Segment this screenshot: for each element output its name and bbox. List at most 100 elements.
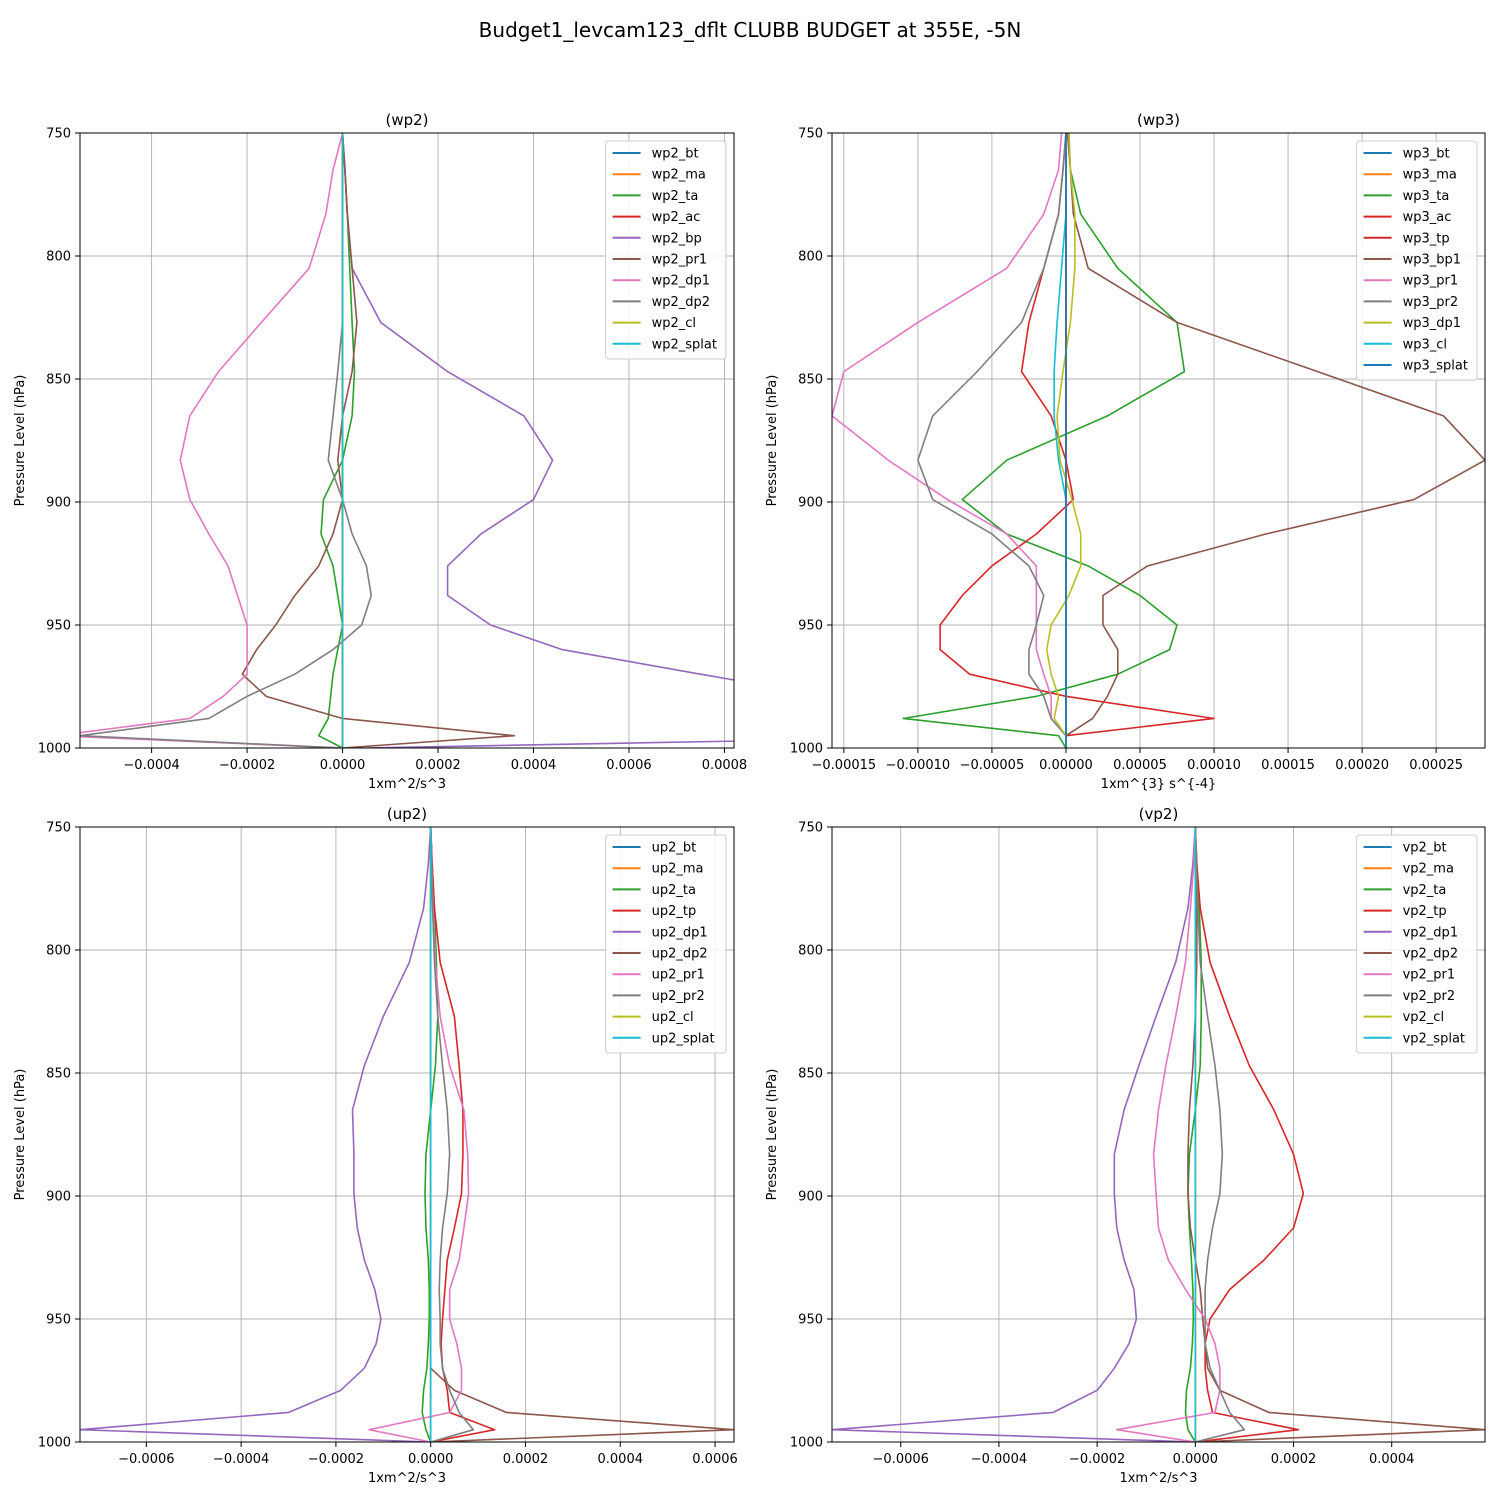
panel-title: (wp3) (1137, 111, 1180, 129)
legend-label-up2_bt: up2_bt (652, 841, 697, 856)
legend-label-wp2_ta: wp2_ta (652, 189, 699, 204)
series-line-wp3_pr2 (917, 133, 1067, 748)
x-tick-label: 0.0004 (598, 1452, 644, 1467)
series-lines (80, 827, 734, 1442)
x-tick-label: 0.00005 (1113, 758, 1167, 773)
x-axis-label: 1xm^2/s^3 (1119, 1471, 1197, 1486)
legend-label-up2_dp2: up2_dp2 (652, 947, 708, 962)
x-tick-label: −0.00015 (812, 758, 877, 773)
legend: wp3_bt wp3_ma wp3_ta wp3_ac wp3_tp wp3_bp1 wp3… (1356, 140, 1478, 381)
legend-label-wp3_ma: wp3_ma (1403, 168, 1457, 183)
y-tick-label: 850 (798, 1067, 823, 1082)
legend-label-wp3_pr1: wp3_pr1 (1403, 274, 1459, 289)
legend-label-vp2_cl: vp2_cl (1403, 1010, 1444, 1025)
y-axis-label: Pressure Level (hPa) (13, 1069, 28, 1201)
x-tick-label: −0.0002 (1069, 1452, 1125, 1467)
legend-label-vp2_ta: vp2_ta (1403, 883, 1447, 898)
legend-label-wp2_cl: wp2_cl (652, 316, 696, 331)
series-line-wp2_ta (317, 133, 356, 748)
y-tick-label: 850 (46, 1067, 71, 1082)
y-tick-label: 900 (798, 496, 823, 511)
legend-label-vp2_splat: vp2_splat (1403, 1031, 1465, 1046)
legend-label-wp2_pr1: wp2_pr1 (652, 253, 708, 268)
y-tick-label: 750 (798, 127, 823, 142)
legend-label-wp3_ac: wp3_ac (1403, 210, 1452, 225)
x-tick-label: 0.00010 (1187, 758, 1241, 773)
y-tick-label: 1000 (38, 742, 71, 757)
chart-panel-1: −0.00015 −0.00010 −0.00005 0.00000 0.00005 0.… (765, 111, 1486, 792)
x-tick-label: 0.00015 (1261, 758, 1315, 773)
figure-title: Budget1_levcam123_dflt CLUBB BUDGET at 3… (479, 18, 1022, 42)
legend-label-wp3_splat: wp3_splat (1403, 359, 1468, 374)
x-tick-label: −0.0006 (873, 1452, 929, 1467)
y-axis-label: Pressure Level (hPa) (13, 375, 28, 507)
x-tick-label: 0.0002 (415, 758, 461, 773)
x-axis-label: 1xm^2/s^3 (368, 777, 446, 792)
x-tick-label: 0.0004 (1369, 1452, 1415, 1467)
legend-label-wp2_ma: wp2_ma (652, 168, 706, 183)
legend-label-vp2_dp2: vp2_dp2 (1403, 947, 1459, 962)
legend-label-up2_cl: up2_cl (652, 1010, 694, 1025)
legend-label-wp3_cl: wp3_cl (1403, 337, 1447, 352)
x-tick-label: −0.00010 (886, 758, 951, 773)
y-tick-label: 950 (798, 619, 823, 634)
legend-label-wp2_bt: wp2_bt (652, 147, 699, 162)
legend-label-wp2_ac: wp2_ac (652, 210, 701, 225)
x-tick-label: 0.0004 (511, 758, 557, 773)
y-tick-label: 750 (46, 821, 71, 836)
x-tick-label: −0.00005 (960, 758, 1025, 773)
legend-label-wp3_pr2: wp3_pr2 (1403, 295, 1459, 310)
panel-title: (up2) (387, 805, 427, 823)
y-tick-label: 950 (46, 1313, 71, 1328)
axes-frame (831, 826, 1486, 1443)
legend: vp2_bt vp2_ma vp2_ta vp2_tp vp2_dp1 vp2_dp2vp… (1356, 834, 1478, 1054)
legend-label-up2_pr2: up2_pr2 (652, 989, 705, 1004)
legend-label-vp2_ma: vp2_ma (1403, 862, 1454, 877)
y-tick-label: 1000 (38, 1436, 71, 1451)
legend-label-up2_splat: up2_splat (652, 1031, 715, 1046)
x-axis-label: 1xm^2/s^3 (368, 1471, 446, 1486)
y-tick-label: 750 (46, 127, 71, 142)
x-tick-label: −0.0004 (213, 1452, 269, 1467)
y-tick-label: 900 (798, 1190, 823, 1205)
y-axis-label: Pressure Level (hPa) (765, 375, 780, 507)
x-tick-label: 0.0006 (692, 1452, 738, 1467)
legend-label-vp2_pr1: vp2_pr1 (1403, 968, 1456, 983)
x-tick-label: 0.0000 (408, 1452, 454, 1467)
legend-label-vp2_dp1: vp2_dp1 (1403, 925, 1459, 940)
series-line-wp2_dp1 (80, 133, 344, 748)
x-tick-label: −0.0002 (219, 758, 275, 773)
legend-box (1356, 140, 1478, 381)
series-line-vp2_pr2 (1194, 827, 1246, 1442)
series-line-up2_pr2 (429, 827, 475, 1442)
axes-frame (79, 132, 735, 749)
x-tick-label: −0.0004 (971, 1452, 1027, 1467)
y-tick-label: 900 (46, 496, 71, 511)
legend-label-wp2_splat: wp2_splat (652, 337, 717, 352)
series-line-vp2_tp (1194, 827, 1305, 1442)
legend: wp2_bt wp2_ma wp2_ta wp2_ac wp2_bp wp2_pr1 wp2… (605, 140, 727, 360)
series-line-up2_ta (421, 827, 439, 1442)
axes-frame (831, 132, 1486, 749)
x-tick-label: 0.00000 (1039, 758, 1093, 773)
x-tick-label: 0.0008 (702, 758, 748, 773)
series-lines (80, 133, 734, 748)
chart-panel-0: −0.0004 −0.0002 0.0000 0.0002 0.0004 0.0006 0.… (13, 111, 748, 792)
legend-label-up2_ma: up2_ma (652, 862, 704, 877)
series-line-wp3_bp1 (1065, 133, 1485, 748)
panel-title: (wp2) (385, 111, 428, 129)
y-tick-label: 850 (798, 373, 823, 388)
series-line-up2_tp (429, 827, 496, 1442)
chart-panel-3: −0.0006 −0.0004 −0.0002 0.0000 0.0002 0.0004 7… (765, 805, 1486, 1486)
y-tick-label: 950 (798, 1313, 823, 1328)
y-tick-label: 850 (46, 373, 71, 388)
legend-label-up2_pr1: up2_pr1 (652, 968, 705, 983)
x-tick-label: 0.0000 (320, 758, 366, 773)
y-tick-label: 800 (798, 250, 823, 265)
legend-label-wp3_tp: wp3_tp (1403, 231, 1450, 246)
legend-label-vp2_bt: vp2_bt (1403, 841, 1447, 856)
series-line-up2_pr1 (368, 827, 470, 1442)
y-axis-label: Pressure Level (hPa) (765, 1069, 780, 1201)
x-tick-label: 0.0002 (1271, 1452, 1317, 1467)
legend-label-wp3_bt: wp3_bt (1403, 147, 1450, 162)
